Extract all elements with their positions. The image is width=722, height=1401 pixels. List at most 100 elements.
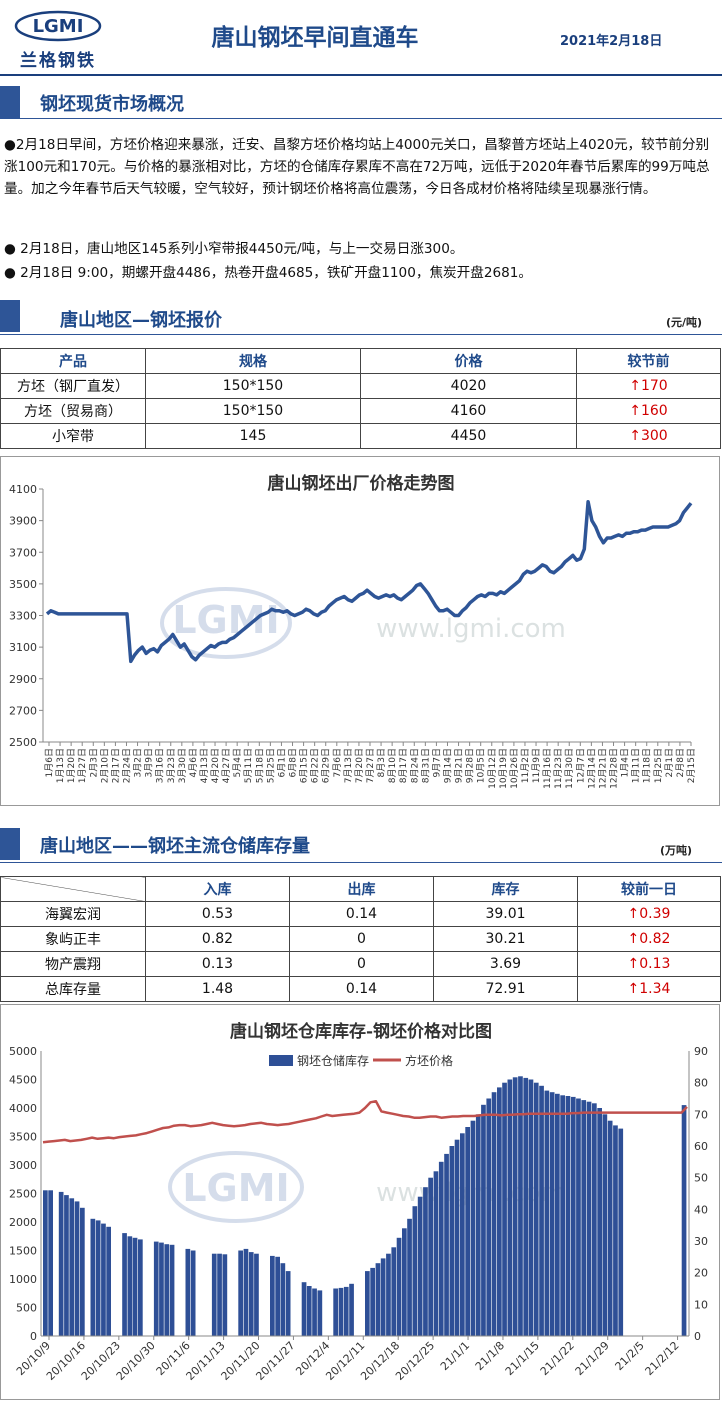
inventory-bar [613, 1125, 618, 1336]
inventory-bar [58, 1191, 64, 1336]
inventory-price-chart: 唐山钢坯仓库库存-钢坯价格对比图 LGMI www.lgmi.com 05001… [0, 1004, 720, 1400]
warehouse-cell: 总库存量 [0, 976, 146, 1002]
x-tick-label: 2月24日 [121, 748, 132, 783]
left-tick-label: 2500 [9, 1188, 37, 1201]
y-tick-label: 2500 [9, 736, 37, 749]
x-tick-label: 21/1/1 [438, 1339, 472, 1373]
y-tick-label: 3500 [9, 578, 37, 591]
left-tick-label: 5000 [9, 1045, 37, 1058]
left-tick-label: 4500 [9, 1074, 37, 1087]
x-tick-label: 3月30日 [177, 748, 188, 783]
product-cell: 小窄带 [0, 423, 146, 449]
x-tick-label: 7月13日 [343, 748, 354, 783]
y-tick-label: 3100 [9, 641, 37, 654]
x-tick-label: 5月18日 [254, 748, 265, 783]
inventory-bar [454, 1139, 460, 1336]
chart-title: 唐山钢坯仓库库存-钢坯价格对比图 [229, 1022, 493, 1042]
inventory-bar [544, 1090, 550, 1336]
warehouse-cell: 象屿正丰 [0, 926, 146, 952]
price-cell: 4160 [360, 398, 577, 424]
x-tick-label: 21/2/12 [643, 1339, 682, 1378]
column-header: 规格 [145, 348, 361, 374]
right-tick-label: 80 [694, 1077, 708, 1090]
inventory-bar [407, 1218, 412, 1336]
inventory-bar [586, 1101, 592, 1336]
inventory-bar [465, 1127, 470, 1336]
x-tick-label: 21/1/15 [503, 1339, 542, 1378]
x-tick-label: 8月24日 [409, 748, 420, 783]
left-tick-label: 1500 [9, 1245, 37, 1258]
inventory-bar [433, 1171, 439, 1336]
lgmi-logo-mark: LGMI [14, 10, 102, 42]
futures-open-note: ● 2月18日 9:00，期螺开盘4486，热卷开盘4685，铁矿开盘1100，… [4, 265, 533, 281]
table-row: 方坯（钢厂直发） 150*150 4020 ↑170 [0, 373, 721, 399]
x-tick-label: 1月25日 [653, 748, 664, 783]
x-tick-label: 9月14日 [442, 748, 453, 783]
right-tick-label: 30 [694, 1235, 708, 1248]
x-tick-label: 1月20日 [66, 748, 77, 783]
x-tick-label: 1月4日 [620, 748, 631, 777]
x-tick-label: 10月12日 [487, 748, 498, 789]
x-tick-label: 8月17日 [398, 748, 409, 783]
x-tick-label: 1月11日 [631, 748, 642, 783]
inventory-bar [80, 1207, 85, 1337]
inventory-bar [460, 1133, 465, 1336]
section-divider [0, 334, 722, 335]
table-header-row: 产品 规格 价格 较节前 [0, 348, 721, 374]
x-tick-label: 21/2/5 [613, 1339, 647, 1373]
narrow-strip-note: ● 2月18日，唐山地区145系列小窄带报4450元/吨，与上一交易日涨300。 [4, 241, 464, 257]
legend-swatch-inventory [269, 1055, 293, 1066]
inventory-bar [597, 1108, 602, 1336]
inventory-bar [301, 1282, 307, 1336]
inventory-bar [343, 1286, 349, 1336]
price-series-line [42, 1099, 688, 1144]
inventory-bar [122, 1233, 127, 1336]
inventory-bar [43, 1190, 48, 1336]
x-tick-label: 4月6日 [188, 748, 199, 777]
x-tick-label: 10月26日 [509, 748, 520, 789]
x-tick-label: 2月10日 [99, 748, 110, 783]
x-tick-label: 6月8日 [288, 748, 299, 777]
watermark-logo: LGMI [182, 1166, 289, 1210]
inventory-bar [127, 1236, 133, 1337]
inventory-bar [153, 1241, 159, 1336]
inventory-bar [190, 1250, 196, 1336]
inventory-bar [523, 1077, 529, 1336]
inventory-bar [481, 1104, 486, 1336]
warehouse-cell: 物产震翔 [0, 951, 146, 977]
inventory-bar [90, 1218, 96, 1336]
y-tick-label: 3900 [9, 515, 37, 528]
inventory-bar [470, 1120, 476, 1336]
change-cell: ↑300 [576, 423, 721, 449]
left-tick-label: 1000 [9, 1273, 37, 1286]
right-tick-label: 40 [694, 1203, 708, 1216]
warehouse-cell: 海翼宏润 [0, 901, 146, 927]
x-tick-label: 1月18日 [642, 748, 653, 783]
right-tick-label: 20 [694, 1267, 708, 1280]
inventory-bar [444, 1153, 449, 1336]
inventory-bar [391, 1247, 397, 1336]
watermark-logo: LGMI [172, 598, 279, 642]
out-cell: 0.14 [289, 901, 434, 927]
spec-cell: 150*150 [145, 373, 361, 399]
change-cell: ↑160 [576, 398, 721, 424]
inventory-bar [248, 1252, 254, 1336]
inventory-bar [502, 1082, 507, 1336]
inventory-bar [106, 1226, 111, 1337]
x-tick-label: 1月13日 [55, 748, 66, 783]
x-tick-label: 11月23日 [553, 748, 564, 789]
x-tick-label: 3月9日 [144, 748, 155, 777]
table-row: 小窄带 145 4450 ↑300 [0, 423, 721, 449]
in-cell: 0.13 [145, 951, 290, 977]
table-row: 象屿正丰 0.82 0 30.21 ↑0.82 [0, 926, 721, 952]
inventory-unit-label: (万吨) [660, 844, 693, 857]
inventory-bar [222, 1254, 228, 1336]
inventory-bar [512, 1077, 518, 1336]
left-tick-label: 4000 [9, 1102, 37, 1115]
x-tick-label: 2月17日 [110, 748, 121, 783]
left-tick-label: 500 [16, 1302, 37, 1315]
inventory-bar [402, 1228, 407, 1336]
inventory-bar [74, 1201, 80, 1336]
column-header: 出库 [289, 876, 434, 902]
logo-subtitle: 兰格钢铁 [20, 51, 96, 71]
